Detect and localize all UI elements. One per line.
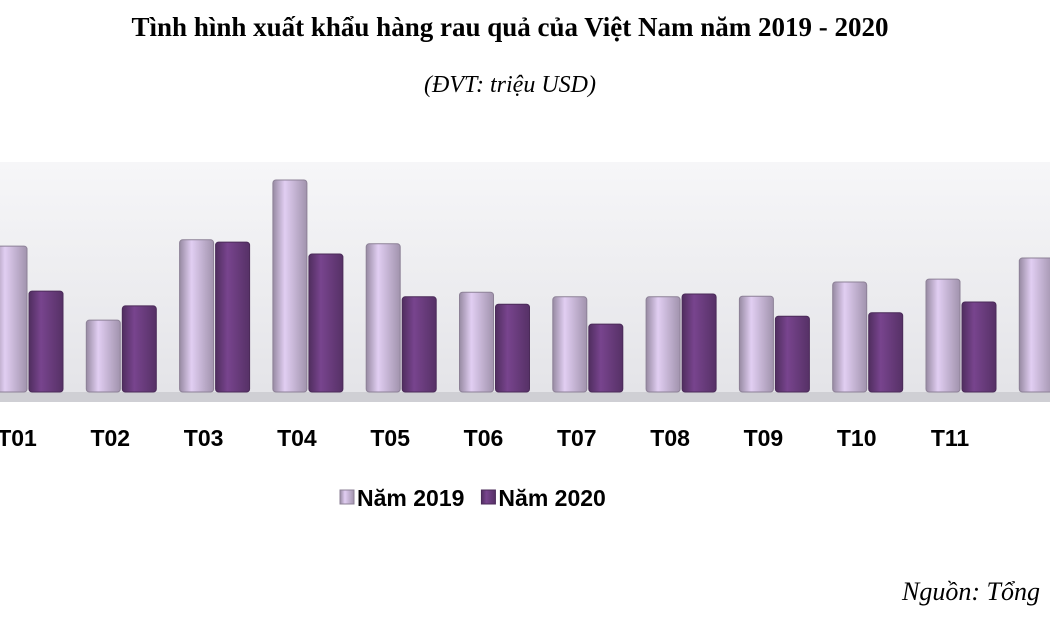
- bar: [272, 179, 308, 393]
- bar: [774, 315, 810, 393]
- x-tick-label: T10: [837, 425, 877, 451]
- chart-title: Tình hình xuất khẩu hàng rau quả của Việ…: [132, 12, 889, 42]
- bar: [121, 305, 157, 393]
- bar: [832, 281, 868, 393]
- x-tick-label: T02: [90, 425, 130, 451]
- bar: [588, 323, 624, 393]
- x-tick-label: T07: [557, 425, 597, 451]
- chart-subtitle: (ĐVT: triệu USD): [424, 72, 596, 98]
- bar: [0, 245, 28, 393]
- x-tick-label: T06: [464, 425, 504, 451]
- bar: [495, 303, 530, 393]
- bar: [681, 293, 717, 393]
- bar: [868, 312, 904, 393]
- x-tick-label: T11: [931, 425, 970, 451]
- bar: [1018, 257, 1050, 393]
- x-tick-label: T03: [184, 425, 224, 451]
- bar: [215, 241, 251, 393]
- bar: [365, 243, 401, 393]
- bar: [459, 291, 494, 393]
- legend: Năm 2019 Năm 2020: [339, 485, 606, 511]
- bar: [961, 301, 997, 393]
- bar: [552, 296, 588, 393]
- bar: [85, 319, 121, 393]
- source: Nguồn: Tổng: [901, 577, 1040, 606]
- bar: [28, 290, 64, 393]
- x-tick-label: T08: [650, 425, 690, 451]
- floor: [0, 392, 1050, 402]
- x-tick-label: T04: [277, 425, 317, 451]
- x-tick-label: T01: [0, 425, 37, 451]
- x-tick-label: T09: [744, 425, 784, 451]
- bar: [401, 296, 437, 393]
- legend-swatch: [480, 489, 496, 505]
- legend-swatch: [339, 489, 355, 505]
- legend-label: Năm 2020: [498, 485, 605, 511]
- legend-label: Năm 2019: [357, 485, 464, 511]
- bar: [308, 253, 344, 393]
- x-tick-label: T05: [370, 425, 410, 451]
- bar: [738, 295, 774, 393]
- bar: [179, 239, 215, 393]
- bar: [645, 296, 681, 393]
- bar: [925, 278, 961, 393]
